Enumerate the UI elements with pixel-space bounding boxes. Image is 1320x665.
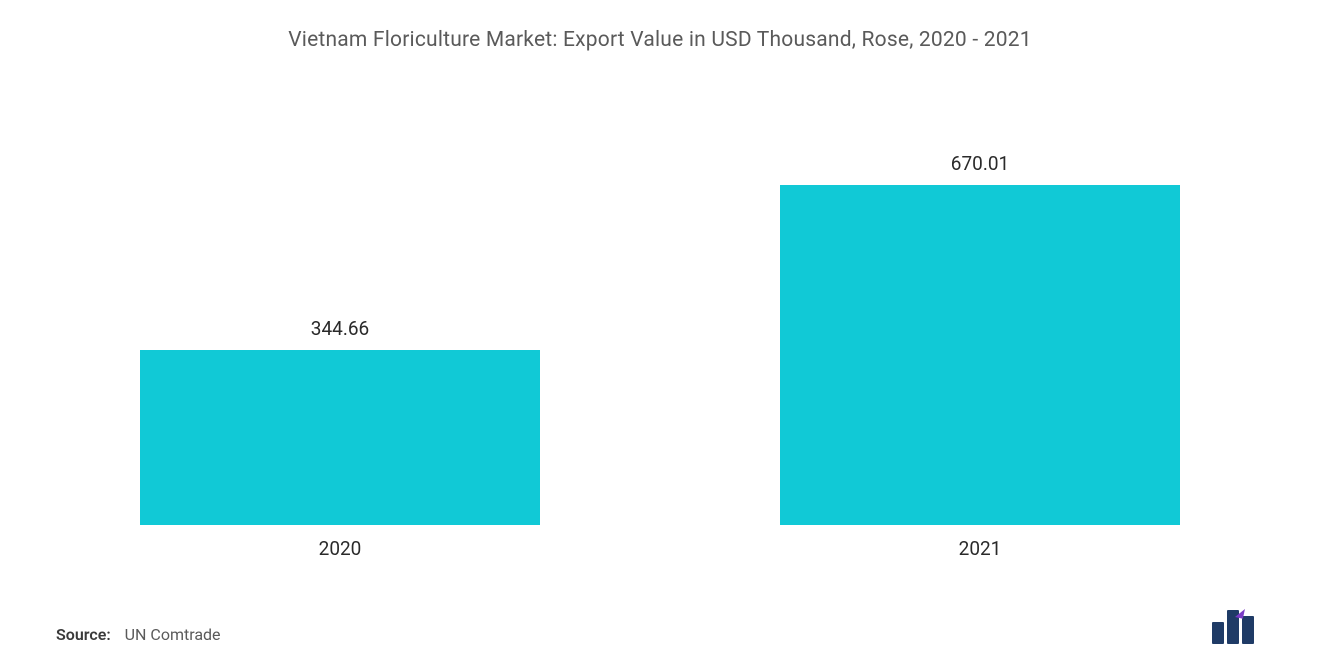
source-label: Source: bbox=[56, 625, 111, 644]
bar-2020 bbox=[140, 350, 540, 525]
bar-group-2021: 670.01 bbox=[780, 152, 1180, 525]
mordor-intelligence-logo-icon bbox=[1212, 610, 1264, 644]
chart-title: Vietnam Floriculture Market: Export Valu… bbox=[50, 28, 1270, 52]
logo-bar-3 bbox=[1242, 616, 1254, 644]
source-text: UN Comtrade bbox=[125, 625, 221, 644]
value-label-2021: 670.01 bbox=[951, 152, 1009, 175]
logo-bar-1 bbox=[1212, 622, 1224, 644]
chart-container: Vietnam Floriculture Market: Export Valu… bbox=[0, 0, 1320, 665]
value-label-2020: 344.66 bbox=[311, 317, 369, 340]
plot-area: 344.66 670.01 bbox=[50, 72, 1270, 525]
chart-footer: Source: UN Comtrade bbox=[50, 610, 1270, 644]
bar-2021 bbox=[780, 185, 1180, 525]
bar-group-2020: 344.66 bbox=[140, 317, 540, 525]
source-line: Source: UN Comtrade bbox=[56, 625, 221, 644]
x-axis-labels: 2020 2021 bbox=[50, 525, 1270, 560]
category-label-2020: 2020 bbox=[140, 537, 540, 560]
category-label-2021: 2021 bbox=[780, 537, 1180, 560]
logo-bar-2 bbox=[1227, 610, 1239, 644]
